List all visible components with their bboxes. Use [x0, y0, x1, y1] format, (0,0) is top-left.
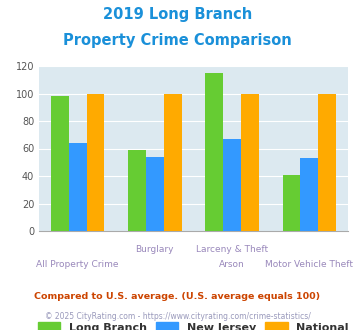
- Bar: [206, 73, 223, 231]
- Bar: [223, 139, 241, 231]
- Bar: [164, 93, 181, 231]
- Bar: [69, 143, 87, 231]
- Text: 2019 Long Branch: 2019 Long Branch: [103, 7, 252, 21]
- Text: Arson: Arson: [219, 260, 245, 269]
- Bar: [51, 96, 69, 231]
- Bar: [128, 150, 146, 231]
- Text: Compared to U.S. average. (U.S. average equals 100): Compared to U.S. average. (U.S. average …: [34, 292, 321, 301]
- Bar: [146, 157, 164, 231]
- Text: Property Crime Comparison: Property Crime Comparison: [63, 33, 292, 48]
- Bar: [318, 93, 336, 231]
- Text: Larceny & Theft: Larceny & Theft: [196, 245, 268, 254]
- Bar: [283, 175, 300, 231]
- Text: All Property Crime: All Property Crime: [37, 260, 119, 269]
- Bar: [87, 93, 104, 231]
- Text: Motor Vehicle Theft: Motor Vehicle Theft: [265, 260, 353, 269]
- Text: Burglary: Burglary: [136, 245, 174, 254]
- Bar: [300, 158, 318, 231]
- Bar: [241, 93, 259, 231]
- Legend: Long Branch, New Jersey, National: Long Branch, New Jersey, National: [38, 322, 349, 330]
- Text: © 2025 CityRating.com - https://www.cityrating.com/crime-statistics/: © 2025 CityRating.com - https://www.city…: [45, 312, 310, 321]
